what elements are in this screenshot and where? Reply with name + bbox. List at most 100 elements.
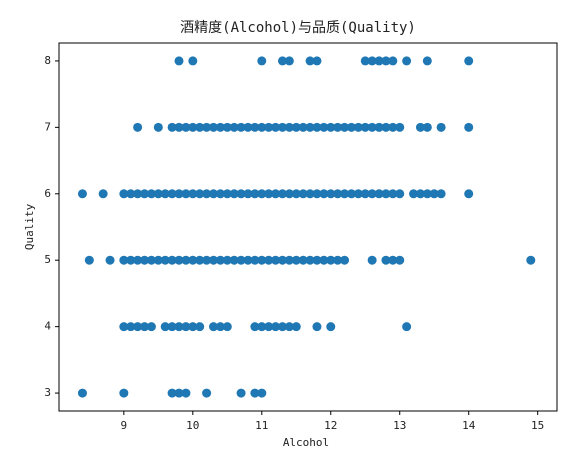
point <box>395 255 405 265</box>
point <box>284 255 294 265</box>
point <box>236 388 246 398</box>
point <box>326 255 336 265</box>
point <box>167 322 177 332</box>
point <box>402 56 412 66</box>
point <box>105 255 115 265</box>
point <box>140 189 150 199</box>
y-axis-label: Quality <box>23 203 36 250</box>
point <box>312 122 322 132</box>
x-tick-label: 13 <box>393 419 406 432</box>
point <box>146 189 156 199</box>
point <box>388 255 398 265</box>
point <box>236 189 246 199</box>
point <box>353 189 363 199</box>
point <box>209 322 219 332</box>
point <box>153 122 163 132</box>
point <box>181 322 191 332</box>
point <box>229 189 239 199</box>
point <box>367 189 377 199</box>
y-tick-label: 5 <box>44 253 51 266</box>
point <box>153 189 163 199</box>
point <box>298 189 308 199</box>
point <box>215 322 225 332</box>
point <box>326 189 336 199</box>
point <box>202 255 212 265</box>
point <box>305 255 315 265</box>
point <box>119 322 129 332</box>
point <box>250 255 260 265</box>
point <box>202 122 212 132</box>
point <box>415 122 425 132</box>
point <box>133 255 143 265</box>
point <box>229 255 239 265</box>
point <box>222 255 232 265</box>
point <box>160 255 170 265</box>
point <box>367 255 377 265</box>
point <box>319 255 329 265</box>
point <box>257 122 267 132</box>
point <box>119 255 129 265</box>
point <box>277 255 287 265</box>
point <box>353 122 363 132</box>
point <box>243 189 253 199</box>
point <box>388 122 398 132</box>
point <box>381 255 391 265</box>
point <box>209 189 219 199</box>
point <box>464 122 474 132</box>
point <box>346 189 356 199</box>
point <box>229 122 239 132</box>
point <box>133 189 143 199</box>
point <box>146 255 156 265</box>
x-tick-label: 9 <box>121 419 128 432</box>
point <box>319 189 329 199</box>
point <box>381 189 391 199</box>
point <box>271 322 281 332</box>
point <box>436 122 446 132</box>
point <box>526 255 536 265</box>
point <box>277 122 287 132</box>
point <box>436 189 446 199</box>
point <box>140 255 150 265</box>
point <box>222 189 232 199</box>
point <box>312 322 322 332</box>
x-tick-label: 15 <box>531 419 544 432</box>
point <box>188 322 198 332</box>
point <box>257 255 267 265</box>
y-tick-label: 7 <box>44 120 51 133</box>
point <box>195 122 205 132</box>
point <box>395 122 405 132</box>
point <box>305 56 315 66</box>
point <box>133 122 143 132</box>
point <box>312 255 322 265</box>
point <box>340 122 350 132</box>
point <box>160 322 170 332</box>
point <box>243 255 253 265</box>
point <box>195 255 205 265</box>
point <box>305 122 315 132</box>
point <box>195 189 205 199</box>
point <box>126 322 136 332</box>
point <box>284 56 294 66</box>
point <box>209 255 219 265</box>
point <box>284 122 294 132</box>
point <box>222 322 232 332</box>
point <box>264 122 274 132</box>
point <box>264 322 274 332</box>
point <box>174 255 184 265</box>
point <box>167 255 177 265</box>
x-tick-label: 10 <box>186 419 199 432</box>
point <box>243 122 253 132</box>
point <box>98 189 108 199</box>
point <box>277 189 287 199</box>
point <box>271 189 281 199</box>
chart-title: 酒精度(Alcohol)与品质(Quality) <box>180 20 416 36</box>
point <box>284 322 294 332</box>
point <box>167 122 177 132</box>
point <box>346 122 356 132</box>
point <box>340 189 350 199</box>
y-tick-label: 8 <box>44 54 51 67</box>
point <box>215 255 225 265</box>
point <box>174 189 184 199</box>
point <box>188 122 198 132</box>
point <box>188 56 198 66</box>
